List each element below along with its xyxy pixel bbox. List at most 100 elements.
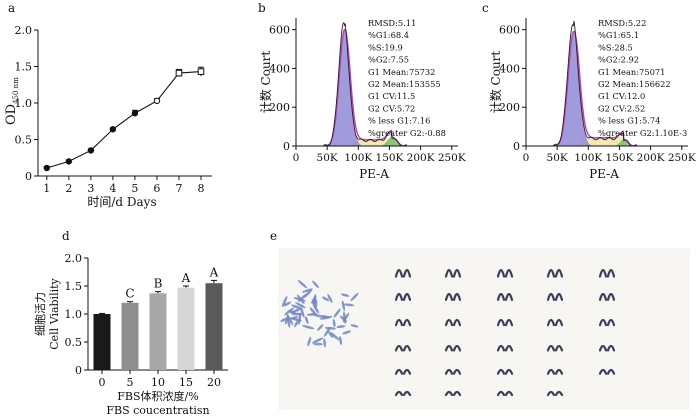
pc-stat-line: G1 Mean:75071	[598, 67, 665, 77]
panel-a-point	[175, 69, 183, 77]
karyogram-chromosome	[452, 390, 462, 397]
pc-stat-line: RMSD:5.22	[598, 18, 646, 28]
panel-a-ytick-label: 0.5	[15, 134, 33, 147]
panel-c-letter: c	[482, 1, 489, 15]
pb-ytick-label: 400	[269, 62, 290, 75]
karyogram-chromosome	[598, 292, 608, 301]
karyogram-chromosome	[546, 318, 556, 327]
chromosome-blob	[321, 315, 330, 319]
pc-xtick-label: 100K	[574, 152, 602, 164]
pb-xtick-label: 50K	[317, 152, 338, 164]
chromosome-blob	[283, 301, 292, 307]
chromosome-blob	[339, 336, 343, 346]
karyogram-chromosome	[444, 292, 454, 301]
karyogram-chromosome	[546, 344, 556, 352]
pb-stat-line: %greater G2:-0.88	[368, 128, 446, 138]
karyogram-chromosome	[546, 268, 556, 278]
panel-d-significance-label: C	[125, 287, 134, 301]
panel-b-xlabel: PE-A	[359, 167, 389, 181]
chromosome-blob	[333, 308, 341, 318]
karyogram-rows	[394, 268, 616, 397]
chromosome-blob	[289, 316, 299, 320]
karyogram-chromosome	[496, 268, 506, 278]
karyogram-chromosome	[402, 344, 412, 352]
pc-model-curve	[553, 30, 636, 147]
pc-ytick-label: 200	[499, 101, 520, 114]
panel-a-point	[65, 158, 73, 165]
chromosome-blob	[311, 295, 317, 304]
chromosome-blob	[280, 317, 290, 322]
chromosome-blob	[298, 312, 302, 325]
karyogram-chromosome	[598, 368, 608, 375]
pc-xtick-label: 50K	[547, 152, 568, 164]
karyogram-chromosome	[546, 390, 556, 397]
pc-stat-line: G2 CV:2.52	[598, 103, 645, 113]
panel-d-bar	[93, 314, 111, 370]
karyogram-chromosome	[504, 390, 514, 397]
karyogram-chromosome	[606, 344, 616, 352]
panel-a-ylabel: OD450 nm	[4, 77, 20, 125]
panel-a-xtick-label: 3	[87, 182, 94, 195]
karyogram-chromosome	[554, 292, 564, 301]
panel-e-karyotype-image	[278, 248, 690, 410]
chromosome-blob	[322, 296, 330, 302]
karyogram-chromosome	[554, 368, 564, 375]
panel-d-ylabel-en: Cell Viability	[48, 277, 61, 349]
chromosome-blob	[304, 316, 309, 324]
pb-ytick-label: 200	[269, 101, 290, 114]
pb-s-phase-area	[352, 139, 395, 146]
panel-d-letter: d	[62, 229, 70, 243]
pc-g1-peak-area	[557, 31, 592, 146]
karyogram-chromosome	[606, 368, 616, 375]
chromosome-blob	[344, 303, 355, 307]
karyogram-chromosome	[444, 318, 454, 327]
pb-ytick-label: 0	[283, 140, 290, 153]
karyogram-chromosome	[394, 292, 404, 301]
panel-d-ytick-label: 1.5	[65, 280, 83, 293]
chromosome-blob	[323, 338, 326, 348]
chromosome-blob	[300, 307, 305, 318]
karyogram-chromosome	[504, 268, 514, 278]
panel-a-ytick-label: 1.0	[15, 97, 33, 110]
panel-d-bar	[177, 287, 195, 370]
pb-stat-line: %G2:7.55	[368, 55, 409, 65]
pb-stat-line: G1 CV:11.5	[368, 91, 415, 101]
karyogram-chromosome	[394, 368, 404, 375]
panel-d-significance-label: A	[209, 265, 219, 279]
pc-ytick-label: 400	[499, 62, 520, 75]
karyogram-chromosome	[554, 268, 564, 278]
pb-xtick-label: 250K	[438, 152, 466, 164]
pc-ytick-label: 0	[513, 140, 520, 153]
chromosome-blob	[312, 280, 319, 289]
panel-d-xtick-label: 5	[127, 376, 134, 389]
chromosome-blob	[341, 300, 346, 311]
panel-a-point	[153, 97, 161, 105]
chromosome-blob	[332, 318, 336, 328]
panel-a-xtick-label: 8	[197, 182, 204, 195]
chromosome-blob	[284, 307, 295, 316]
chromosome-blob	[350, 324, 359, 328]
pb-stat-line: G2 CV:5.72	[368, 103, 415, 113]
chromosome-blob	[313, 314, 325, 318]
panel-a-point	[43, 164, 51, 172]
karyogram-chromosome	[546, 368, 556, 375]
karyogram-chromosome	[402, 368, 412, 375]
karyogram-chromosome	[394, 390, 404, 397]
pb-stat-line: %G1:68.4	[368, 30, 409, 40]
karyogram-chromosome	[394, 318, 404, 327]
pc-stat-line: %S:28.5	[598, 42, 633, 52]
pb-stat-line: G2 Mean:153555	[368, 79, 441, 89]
karyogram-chromosome	[402, 268, 412, 278]
pc-xtick-label: 0	[523, 152, 530, 164]
chromosome-blob	[307, 336, 312, 347]
karyogram-chromosome	[496, 390, 506, 397]
chromosome-blob	[293, 297, 306, 302]
panel-d-xtick-label: 10	[151, 376, 165, 389]
panel-a-xlabel: 时间/d Days	[87, 195, 156, 209]
karyogram-chromosome	[444, 268, 454, 278]
panel-d-xtick-label: 0	[99, 376, 106, 389]
panel-a-xtick-label: 7	[175, 182, 182, 195]
panel-e-letter: e	[270, 229, 277, 243]
panel-d-ytick-label: 2.0	[65, 252, 83, 265]
panel-d-bar	[121, 302, 139, 370]
